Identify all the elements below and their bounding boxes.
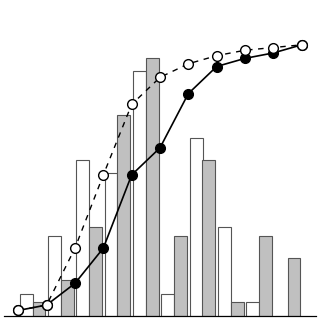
- Bar: [146, 58, 159, 316]
- Bar: [133, 71, 146, 316]
- Bar: [203, 160, 215, 316]
- Bar: [61, 280, 74, 316]
- Bar: [161, 293, 174, 316]
- Bar: [48, 236, 61, 316]
- Bar: [89, 227, 102, 316]
- Bar: [174, 236, 187, 316]
- Bar: [218, 227, 231, 316]
- Bar: [190, 138, 203, 316]
- Bar: [76, 160, 89, 316]
- Bar: [105, 173, 117, 316]
- Bar: [287, 258, 300, 316]
- Bar: [231, 302, 244, 316]
- Bar: [259, 236, 272, 316]
- Bar: [33, 302, 45, 316]
- Bar: [246, 302, 259, 316]
- Bar: [117, 116, 130, 316]
- Bar: [20, 293, 33, 316]
